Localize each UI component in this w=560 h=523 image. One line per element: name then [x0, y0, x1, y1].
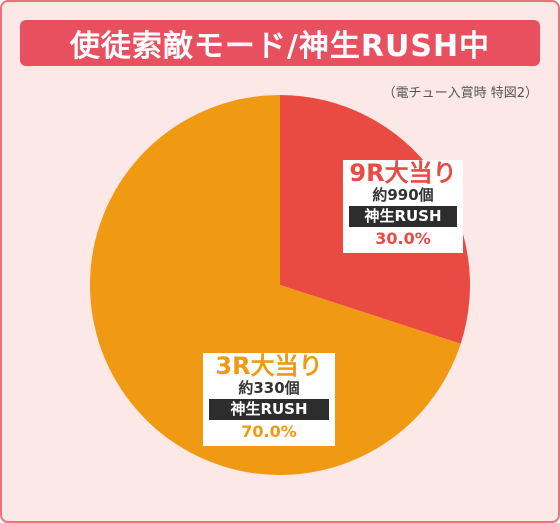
slice-9r-percent: 30.0% [375, 229, 431, 248]
pie-slice-3r [90, 95, 461, 475]
slice-3r-title: 3R大当り [215, 352, 323, 380]
chart-note: （電チュー入賞時 特図2） [382, 86, 538, 101]
slice-9r-mode: 神生RUSH [349, 206, 457, 227]
slice-3r-mode: 神生RUSH [209, 399, 329, 420]
slice-9r-title: 9R大当り [349, 159, 457, 187]
chart-title: 使徒索敵モード/神生RUSH中 [69, 29, 491, 64]
slice-9r-count: 約990個 [372, 186, 434, 204]
slice-label-9r: 9R大当り 約990個 神生RUSH 30.0% [343, 160, 463, 253]
slice-label-3r: 3R大当り 約330個 神生RUSH 70.0% [203, 353, 335, 446]
title-banner: 使徒索敵モード/神生RUSH中 [20, 20, 540, 66]
slice-3r-percent: 70.0% [241, 422, 297, 441]
slice-3r-count: 約330個 [238, 379, 300, 397]
